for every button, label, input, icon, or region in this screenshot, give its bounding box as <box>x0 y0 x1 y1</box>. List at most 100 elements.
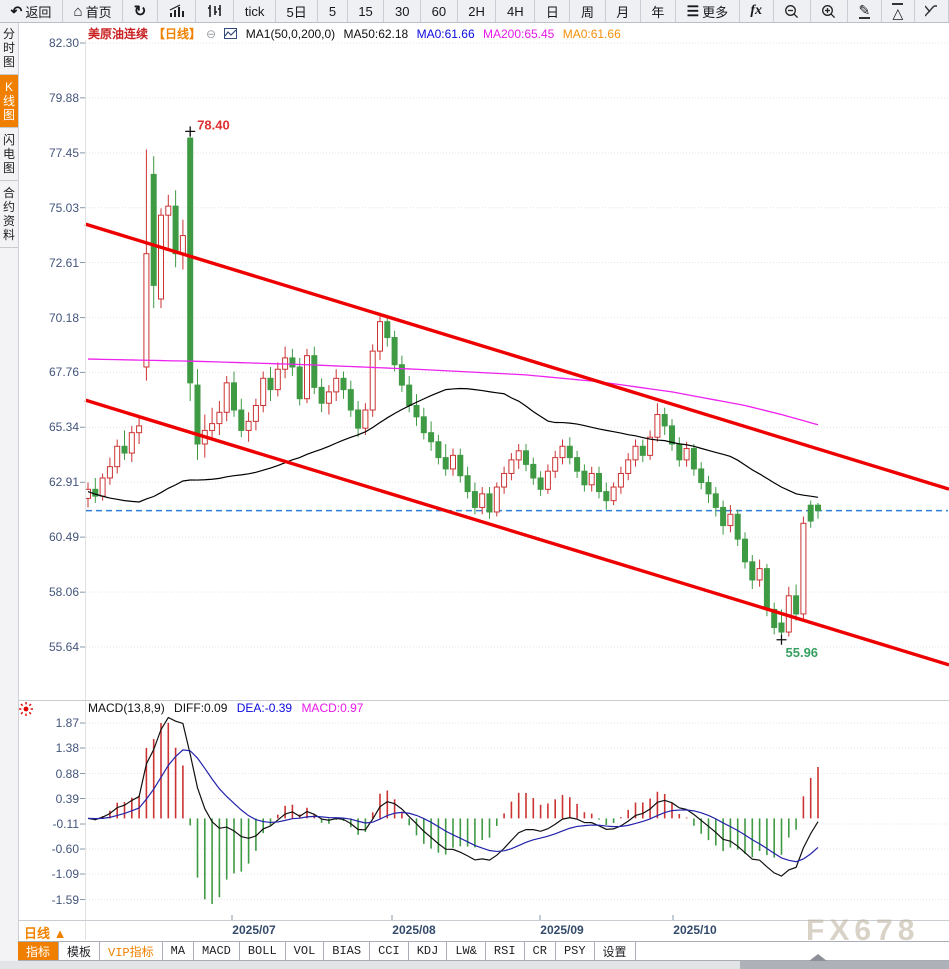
ma0-orange-label: MA0:61.66 <box>562 27 621 41</box>
tab-vip-indicators[interactable]: VIP指标 <box>100 942 163 960</box>
tab-indicators[interactable]: 指标 <box>18 942 60 960</box>
tab-settings[interactable]: 设置 <box>595 942 636 960</box>
interval-60min-button[interactable]: 60 <box>421 0 458 22</box>
interval-tick-button-label: tick <box>244 3 265 19</box>
refresh-button[interactable]: ↻ <box>123 0 158 22</box>
price-tick-label: 60.49 <box>48 530 79 545</box>
ma50-value-label: MA50:62.18 <box>343 27 409 41</box>
interval-tick-button[interactable]: tick <box>234 0 276 22</box>
collapse-indicator-icon[interactable]: ⊖ <box>206 27 217 41</box>
interval-60min-button-label: 60 <box>431 3 447 19</box>
interval-15min-button[interactable]: 15 <box>348 0 385 22</box>
chart-style-icon[interactable] <box>224 27 238 41</box>
tab-rsi[interactable]: RSI <box>486 942 525 960</box>
draw-button[interactable]: ✎ <box>848 0 882 22</box>
zoom-in-button[interactable] <box>811 0 848 22</box>
interval-2h-button[interactable]: 2H <box>458 0 497 22</box>
interval-day-button[interactable]: 日 <box>535 0 571 22</box>
interval-year-button[interactable]: 年 <box>641 0 677 22</box>
month-label: 2025/09 <box>540 923 584 937</box>
hamburger-icon: ☰ <box>686 3 700 19</box>
sidebar-item-contract-info-char: 约 <box>2 200 15 214</box>
price-tick-label: 82.30 <box>48 36 79 50</box>
formula-button[interactable]: fx <box>740 0 774 22</box>
ma-settings-label: MA1(50,0,200,0) <box>245 27 336 41</box>
tab-lw[interactable]: LW& <box>447 942 486 960</box>
tab-cci[interactable]: CCI <box>370 942 409 960</box>
tab-ma[interactable]: MA <box>163 942 195 960</box>
interval-day-button-label: 日 <box>545 4 559 20</box>
sidebar-item-lightning-chart-char: 闪 <box>2 133 15 147</box>
price-tick-label: 79.88 <box>48 90 79 105</box>
interval-5min-button[interactable]: 5 <box>318 0 348 22</box>
sidebar-item-lightning-chart[interactable]: 闪电图 <box>0 128 18 181</box>
sidebar-item-kline-chart-char: 线 <box>2 94 15 108</box>
ohlc-chart-button[interactable] <box>196 0 235 22</box>
zoom-out-icon <box>784 4 799 19</box>
interval-5day-button[interactable]: 5日 <box>276 0 319 22</box>
price-tick-label: 72.61 <box>48 255 79 270</box>
tab-psy[interactable]: PSY <box>556 942 595 960</box>
period-dropdown[interactable]: 日线 ▲ <box>24 926 67 941</box>
zoom-out-button[interactable] <box>774 0 811 22</box>
sidebar-item-time-chart[interactable]: 分时图 <box>0 22 18 75</box>
ma0-blue-label: MA0:61.66 <box>416 27 475 41</box>
tab-boll[interactable]: BOLL <box>240 942 286 960</box>
indicator-sun-icon[interactable] <box>18 701 34 717</box>
home-icon: ⌂ <box>73 2 83 20</box>
scrollbar-up-arrow[interactable] <box>809 954 827 961</box>
interval-4h-button[interactable]: 4H <box>496 0 536 22</box>
price-tick-label: 70.18 <box>48 310 79 325</box>
price-legend: 美原油连续 【日线】 ⊖ MA1(50,0,200,0) MA50:62.18 MA… <box>88 25 626 42</box>
panel-divider[interactable] <box>18 700 949 701</box>
tab-bias[interactable]: BIAS <box>324 942 371 960</box>
pencil-icon: ✎ <box>858 2 871 19</box>
home-button[interactable]: ⌂ 首页 <box>63 0 124 22</box>
interval-year-button-label: 年 <box>651 4 665 20</box>
ma200-value-label: MA200:65.45 <box>482 27 555 41</box>
sidebar-item-lightning-chart-char: 图 <box>2 161 15 175</box>
sidebar-item-kline-chart-char: K <box>4 80 13 94</box>
interval-30min-button[interactable]: 30 <box>384 0 422 22</box>
sidebar-item-contract-info-char: 合 <box>2 186 15 200</box>
formula-button-label: fx <box>750 3 763 18</box>
svg-text:78.40: 78.40 <box>197 117 230 132</box>
interval-5day-button-label: 5日 <box>286 4 307 20</box>
price-tick-label: 77.45 <box>48 145 79 160</box>
tab-vol[interactable]: VOL <box>286 942 325 960</box>
macd-tick-label: -1.09 <box>51 867 79 882</box>
sidebar-item-kline-chart-char: 图 <box>2 108 15 122</box>
tab-macd[interactable]: MACD <box>194 942 240 960</box>
interval-week-button[interactable]: 周 <box>570 0 606 22</box>
back-button[interactable]: ↶ 返回 <box>0 0 63 22</box>
sidebar-item-time-chart-char: 时 <box>2 41 15 55</box>
more-button[interactable]: ☰ 更多 <box>676 0 740 22</box>
macd-legend: MACD(13,8,9) DIFF:0.09 DEA:-0.39 MACD:0.… <box>88 701 369 715</box>
scrollbar-thumb[interactable] <box>740 961 949 969</box>
yaxis-divider <box>85 40 86 940</box>
interval-month-button[interactable]: 月 <box>606 0 641 22</box>
triangle-icon: △ <box>892 2 904 21</box>
refresh-icon: ↻ <box>133 2 147 20</box>
macd-tick-label: 0.88 <box>55 766 79 781</box>
macd-title: MACD(13,8,9) <box>88 701 165 715</box>
shape-tool-button[interactable]: △ <box>882 0 915 22</box>
sidebar-item-contract-info[interactable]: 合约资料 <box>0 181 18 248</box>
price-tick-label: 58.06 <box>48 585 79 600</box>
tab-cr[interactable]: CR <box>525 942 556 960</box>
tab-templates[interactable]: 模板 <box>59 942 101 960</box>
macd-tick-label: 1.38 <box>55 740 79 755</box>
interval-5min-button-label: 5 <box>328 3 337 19</box>
tab-kdj[interactable]: KDJ <box>409 942 448 960</box>
ohlc-bars-icon <box>207 4 223 18</box>
horizontal-scrollbar[interactable] <box>0 954 949 969</box>
edge-tool-button[interactable] <box>915 0 949 22</box>
price-tick-label: 75.03 <box>48 200 79 215</box>
macd-tick-label: 0.39 <box>55 791 79 806</box>
bar-chart-button[interactable] <box>158 0 197 22</box>
interval-30min-button-label: 30 <box>394 3 410 19</box>
